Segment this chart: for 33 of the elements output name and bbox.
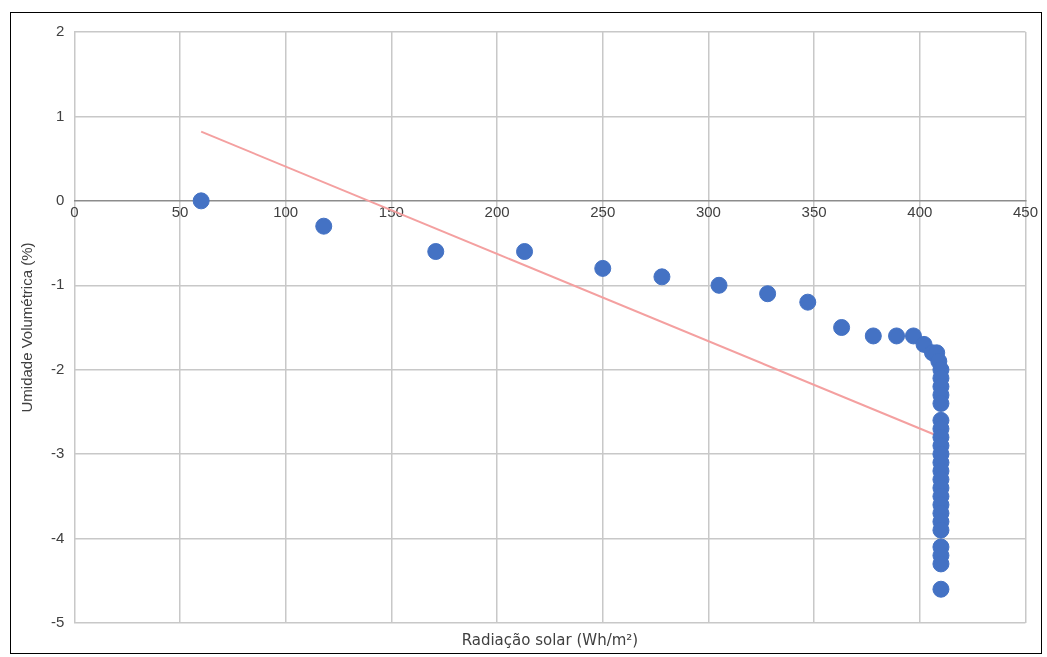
point	[888, 327, 906, 345]
x-tick-label: 0	[70, 203, 79, 220]
y-tick-label: -5	[50, 613, 65, 631]
y-tick-label: -2	[50, 359, 65, 377]
point	[427, 243, 445, 261]
x-tick-label: 250	[590, 203, 616, 220]
point	[192, 192, 210, 210]
point	[315, 217, 333, 235]
point	[904, 327, 922, 345]
point	[759, 285, 777, 303]
y-tick-label: -1	[50, 275, 65, 293]
x-tick-label: 450	[1012, 203, 1038, 220]
x-tick-label: 50	[171, 203, 189, 220]
y-tick-label: -4	[50, 528, 65, 546]
y-axis-title: Umidade Volumétrica (%)	[18, 242, 36, 413]
point	[864, 327, 882, 345]
point	[653, 268, 671, 286]
y-tick-label: 1	[55, 106, 65, 124]
point	[833, 319, 851, 336]
point	[594, 259, 612, 277]
x-tick-label: 350	[801, 203, 827, 220]
y-tick-label: 2	[55, 22, 65, 40]
point	[710, 276, 728, 294]
x-tick-label: 200	[484, 203, 510, 220]
point	[932, 580, 950, 598]
x-tick-label: 300	[695, 203, 721, 220]
x-axis-title: Radiação solar (Wh/m²)	[461, 631, 639, 650]
x-tick-label: 400	[907, 203, 933, 220]
point	[799, 293, 817, 311]
y-tick-label: 0	[55, 191, 65, 208]
point	[516, 243, 534, 261]
x-tick-label: 100	[273, 203, 299, 220]
y-tick-label: -3	[50, 444, 65, 462]
